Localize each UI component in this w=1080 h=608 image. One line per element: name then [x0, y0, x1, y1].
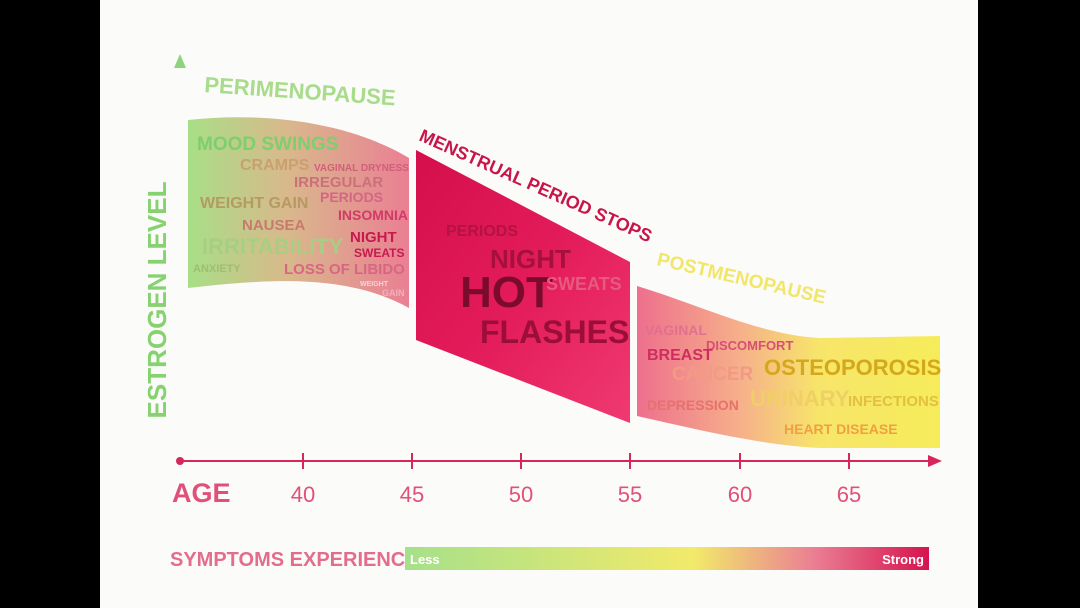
- legend-high-label: Strong: [882, 552, 924, 567]
- legend-title: SYMPTOMS EXPERIENCE: [170, 549, 419, 571]
- symptom-mood-swings: MOOD SWINGS: [197, 134, 338, 155]
- perimenopause-band: [188, 117, 409, 308]
- symptom-gain: GAIN: [382, 288, 405, 298]
- symptom-vaginal-dryness: VAGINAL DRYNESS: [314, 163, 409, 174]
- symptom-periods-mid: PERIODS: [446, 223, 518, 240]
- symptom-irritability: IRRITABILITY: [202, 234, 344, 259]
- x-axis-label: AGE: [172, 478, 231, 508]
- symptom-weight-gain: WEIGHT GAIN: [200, 195, 308, 212]
- symptom-sweats: SWEATS: [354, 246, 404, 260]
- symptom-breast: BREAST: [647, 347, 713, 364]
- y-axis-label: ESTROGEN LEVEL: [142, 181, 172, 418]
- symptom-weight: WEIGHT: [360, 281, 389, 288]
- symptom-cancer: CANCER: [672, 364, 754, 385]
- symptom-irregular: IRREGULAR: [294, 174, 383, 191]
- perimenopause-label: PERIMENOPAUSE: [204, 72, 397, 110]
- x-tick-label: 55: [618, 482, 642, 507]
- y-axis-arrow-icon: [174, 54, 186, 68]
- symptom-loss-of-libido: LOSS OF LIBIDO: [284, 261, 405, 278]
- symptom-vaginal: VAGINAL: [645, 322, 707, 338]
- x-tick-label: 40: [291, 482, 315, 507]
- symptom-night-mid: NIGHT: [490, 244, 571, 274]
- postmenopause-band: [637, 286, 940, 448]
- symptom-night: NIGHT: [350, 229, 397, 246]
- axis-origin-dot: [176, 457, 184, 465]
- x-axis-arrow-icon: [928, 455, 942, 467]
- symptom-hot: HOT: [460, 268, 553, 317]
- symptom-osteoporosis: OSTEOPOROSIS: [764, 355, 941, 380]
- symptom-intensity-gradient-bar: [405, 547, 929, 570]
- x-tick-label: 60: [728, 482, 752, 507]
- symptom-discomfort: DISCOMFORT: [706, 338, 793, 353]
- symptom-depression: DEPRESSION: [647, 397, 739, 413]
- symptom-sweats-mid: SWEATS: [546, 274, 622, 294]
- x-tick-label: 65: [837, 482, 861, 507]
- diagram-stage: ESTROGEN LEVEL AGE 40 45 50 55 60 65 PER…: [100, 0, 978, 608]
- symptom-infections: INFECTIONS: [848, 393, 939, 410]
- estrogen-level-diagram: ESTROGEN LEVEL AGE 40 45 50 55 60 65 PER…: [142, 54, 942, 571]
- postmenopause-label: POSTMENOPAUSE: [655, 249, 828, 308]
- legend-low-label: Less: [410, 552, 440, 567]
- symptom-periods: PERIODS: [320, 189, 383, 205]
- symptom-insomnia: INSOMNIA: [338, 207, 408, 223]
- menstrual-period-stops-band: [416, 150, 630, 423]
- x-tick-label: 45: [400, 482, 424, 507]
- x-tick-label: 50: [509, 482, 533, 507]
- symptom-flashes: FLASHES: [480, 314, 629, 350]
- symptom-urinary: URINARY: [750, 386, 850, 411]
- symptom-anxiety: ANXIETY: [193, 263, 241, 275]
- symptom-heart-disease: HEART DISEASE: [784, 421, 898, 437]
- symptom-nausea: NAUSEA: [242, 217, 306, 234]
- symptom-cramps: CRAMPS: [240, 157, 310, 174]
